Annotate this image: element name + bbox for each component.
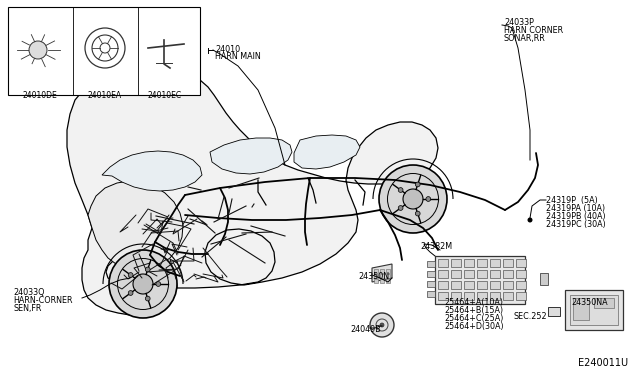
Text: 24010EC: 24010EC bbox=[148, 91, 182, 100]
Bar bbox=[516, 281, 526, 289]
Bar bbox=[573, 298, 589, 320]
Text: 24010DE: 24010DE bbox=[22, 91, 58, 100]
Circle shape bbox=[370, 313, 394, 337]
Text: 24319PB (40A): 24319PB (40A) bbox=[546, 212, 605, 221]
Bar bbox=[438, 281, 448, 289]
Bar bbox=[516, 270, 526, 278]
Text: 24049B: 24049B bbox=[350, 325, 381, 334]
Circle shape bbox=[128, 291, 133, 295]
Bar bbox=[540, 273, 548, 285]
Bar bbox=[374, 274, 378, 278]
Text: 24319P  (5A): 24319P (5A) bbox=[546, 196, 598, 205]
Circle shape bbox=[380, 323, 384, 327]
Circle shape bbox=[398, 206, 403, 211]
Text: SONAR,RR: SONAR,RR bbox=[504, 34, 546, 43]
Text: 24350N: 24350N bbox=[358, 272, 389, 281]
Circle shape bbox=[128, 273, 133, 278]
Bar bbox=[464, 270, 474, 278]
Circle shape bbox=[415, 182, 420, 187]
Bar bbox=[374, 269, 378, 273]
Polygon shape bbox=[88, 181, 183, 270]
Polygon shape bbox=[102, 151, 202, 191]
Bar bbox=[380, 269, 384, 273]
Bar bbox=[380, 274, 384, 278]
Bar bbox=[477, 270, 487, 278]
Bar bbox=[427, 261, 435, 267]
Text: 24382M: 24382M bbox=[420, 242, 452, 251]
Bar bbox=[451, 270, 461, 278]
Bar bbox=[427, 291, 435, 297]
Bar bbox=[438, 292, 448, 300]
Bar bbox=[374, 279, 378, 282]
Text: 24319PA (10A): 24319PA (10A) bbox=[546, 204, 605, 213]
Text: HARN-CORNER: HARN-CORNER bbox=[13, 296, 72, 305]
Bar bbox=[386, 274, 390, 278]
Bar bbox=[8, 7, 200, 95]
Bar bbox=[516, 292, 526, 300]
Circle shape bbox=[109, 250, 177, 318]
Text: 25464+D(30A): 25464+D(30A) bbox=[444, 322, 504, 331]
FancyBboxPatch shape bbox=[565, 290, 623, 330]
Bar bbox=[380, 279, 384, 282]
Bar bbox=[464, 281, 474, 289]
Polygon shape bbox=[210, 138, 292, 174]
Bar bbox=[451, 292, 461, 300]
Bar bbox=[464, 259, 474, 267]
Circle shape bbox=[403, 189, 423, 209]
Text: HARN MAIN: HARN MAIN bbox=[215, 52, 260, 61]
Circle shape bbox=[398, 187, 403, 192]
Polygon shape bbox=[294, 135, 360, 169]
Text: SEC.252: SEC.252 bbox=[514, 312, 548, 321]
Circle shape bbox=[415, 211, 420, 216]
Polygon shape bbox=[372, 264, 392, 282]
Bar bbox=[477, 281, 487, 289]
Text: SEN,FR: SEN,FR bbox=[13, 304, 42, 313]
Bar bbox=[490, 281, 500, 289]
Bar bbox=[427, 281, 435, 287]
Circle shape bbox=[156, 282, 161, 286]
Polygon shape bbox=[435, 256, 525, 304]
Bar bbox=[438, 259, 448, 267]
Bar bbox=[427, 271, 435, 277]
Circle shape bbox=[145, 296, 150, 301]
Bar bbox=[438, 270, 448, 278]
Circle shape bbox=[527, 218, 532, 222]
Circle shape bbox=[426, 197, 431, 201]
Text: HARN CORNER: HARN CORNER bbox=[504, 26, 563, 35]
Bar bbox=[451, 281, 461, 289]
Text: 24033P: 24033P bbox=[504, 18, 534, 27]
Circle shape bbox=[379, 165, 447, 233]
Bar bbox=[503, 270, 513, 278]
Text: 25464+B(15A): 25464+B(15A) bbox=[444, 306, 503, 315]
Text: 24010: 24010 bbox=[215, 45, 240, 54]
Circle shape bbox=[29, 41, 47, 59]
Text: 24350NA: 24350NA bbox=[571, 298, 607, 307]
Bar bbox=[490, 270, 500, 278]
Bar bbox=[477, 292, 487, 300]
Circle shape bbox=[133, 274, 153, 294]
Bar bbox=[570, 295, 618, 325]
Bar bbox=[503, 259, 513, 267]
Polygon shape bbox=[67, 64, 438, 315]
Bar bbox=[464, 292, 474, 300]
Text: 25464+A(10A): 25464+A(10A) bbox=[444, 298, 503, 307]
Text: 24319PC (30A): 24319PC (30A) bbox=[546, 220, 605, 229]
Circle shape bbox=[145, 267, 150, 272]
Bar bbox=[477, 259, 487, 267]
Bar bbox=[548, 307, 560, 316]
Bar bbox=[503, 292, 513, 300]
Bar bbox=[594, 298, 614, 308]
Text: 24010EA: 24010EA bbox=[88, 91, 122, 100]
Bar bbox=[516, 259, 526, 267]
Text: E240011U: E240011U bbox=[578, 358, 628, 368]
Bar bbox=[490, 259, 500, 267]
Bar bbox=[451, 259, 461, 267]
Text: 24033Q: 24033Q bbox=[13, 288, 45, 297]
Bar bbox=[386, 269, 390, 273]
Bar bbox=[386, 279, 390, 282]
Bar bbox=[490, 292, 500, 300]
Text: 25464+C(25A): 25464+C(25A) bbox=[444, 314, 504, 323]
Bar bbox=[503, 281, 513, 289]
